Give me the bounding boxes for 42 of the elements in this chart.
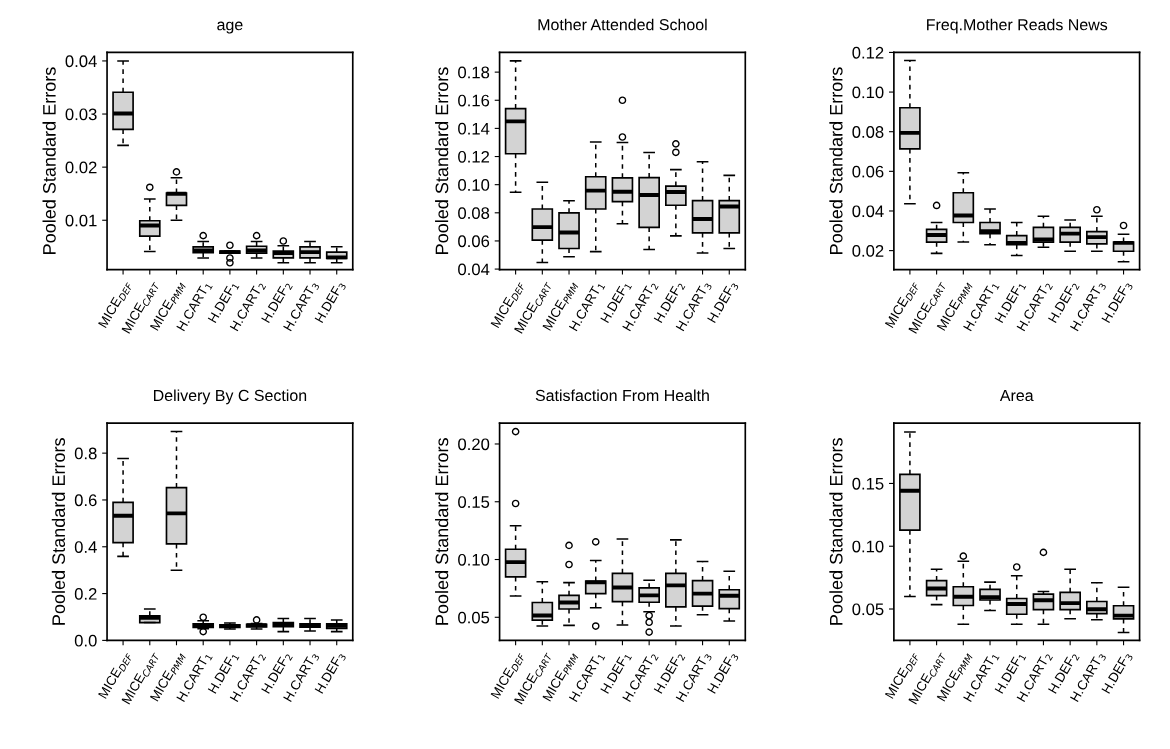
y-axis-title: Pooled Standard Errors [829,67,843,254]
y-tick-label: 0.02 [852,245,884,257]
y-axis-title: Pooled Standard Errors [435,438,449,625]
y-tick-label: 0.08 [458,207,490,220]
y-tick-label: 0.05 [458,611,490,624]
chart-title: Mother Attended School [538,18,707,31]
y-tick-label: 0.01 [65,214,97,227]
y-tick-label: 0.08 [852,126,884,138]
y-tick-label: 0.10 [458,179,490,191]
y-tick-label: 0.06 [852,165,884,178]
y-tick-label: 0.2 [74,587,97,600]
y-tick-label: 0.06 [458,235,490,248]
chart-title: Freq.Mother Reads News [927,18,1108,34]
y-tick-label: 0.18 [458,66,490,79]
y-tick-label: 0.14 [458,122,490,135]
y-tick-label: 0.16 [458,94,490,107]
y-tick-label: 0.04 [65,55,97,68]
y-tick-label: 0.4 [74,541,97,553]
y-tick-label: 0.12 [458,150,490,163]
y-tick-label: 0.10 [852,540,884,553]
y-tick-label: 0.03 [65,108,97,121]
y-tick-label: 0.10 [458,553,490,566]
y-axis-title: Pooled Standard Errors [42,67,56,254]
y-tick-label: 0.12 [852,46,884,59]
y-axis-title: Pooled Standard Errors [829,438,843,625]
y-tick-label: 0.15 [852,477,884,490]
y-tick-label: 0.10 [852,86,884,99]
chart-title: age [217,21,243,34]
y-tick-label: 0.02 [65,161,97,174]
y-tick-label: 0.04 [458,263,490,276]
y-tick-label: 0.04 [852,205,884,218]
chart-title: Satisfaction From Health [535,389,709,402]
y-tick-label: 0.20 [458,438,490,451]
y-tick-label: 0.05 [852,603,884,616]
y-axis-title: Pooled Standard Errors [435,67,449,254]
y-tick-label: 0.15 [458,496,490,508]
chart-title: Area [999,389,1034,402]
y-tick-label: 0.8 [74,447,97,460]
chart-title: Delivery By C Section [153,389,307,405]
y-tick-label: 0.6 [74,494,97,507]
y-tick-label: 0.0 [74,634,97,647]
y-axis-title: Pooled Standard Errors [51,438,66,625]
